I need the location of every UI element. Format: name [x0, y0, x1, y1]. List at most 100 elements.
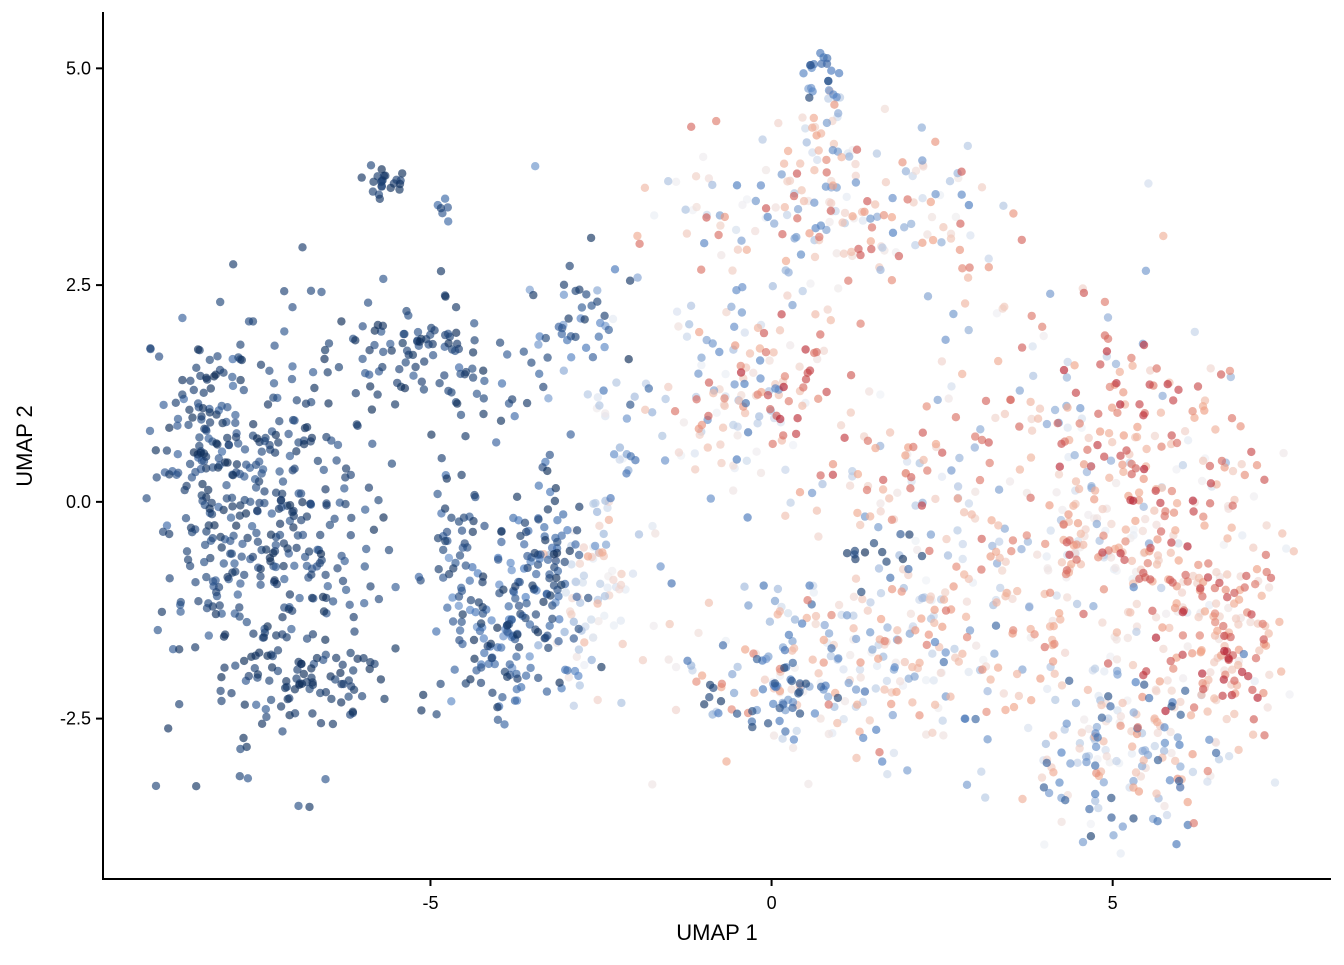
- scatter-point: [336, 668, 345, 678]
- scatter-point: [270, 341, 279, 350]
- scatter-point: [1009, 209, 1018, 218]
- scatter-point: [550, 496, 560, 506]
- scatter-point: [822, 387, 831, 397]
- scatter-point: [468, 373, 478, 382]
- scatter-point: [198, 404, 208, 413]
- scatter-point: [615, 455, 624, 464]
- scatter-point: [281, 683, 290, 693]
- scatter-point: [939, 595, 949, 604]
- scatter-point: [1062, 566, 1072, 575]
- scatter-point: [863, 197, 872, 206]
- scatter-point: [700, 700, 709, 709]
- scatter-point: [262, 712, 271, 722]
- scatter-point: [494, 555, 503, 564]
- scatter-point: [570, 666, 580, 676]
- scatter-point: [191, 467, 200, 477]
- scatter-point: [600, 592, 610, 601]
- scatter-point: [248, 317, 258, 326]
- scatter-point: [1203, 707, 1212, 716]
- scatter-point: [1146, 575, 1155, 584]
- scatter-point: [1027, 426, 1037, 435]
- scatter-point: [305, 802, 314, 812]
- scatter-point: [737, 308, 747, 317]
- scatter-point: [1128, 361, 1137, 370]
- scatter-point: [600, 342, 609, 352]
- scatter-point: [1156, 498, 1165, 508]
- scatter-point: [866, 512, 875, 521]
- scatter-point: [486, 639, 496, 648]
- scatter-point: [825, 217, 834, 227]
- scatter-point: [219, 368, 228, 377]
- scatter-point: [943, 551, 953, 560]
- scatter-point: [846, 650, 855, 660]
- scatter-point: [665, 619, 674, 629]
- scatter-point: [205, 355, 214, 365]
- scatter-point: [834, 654, 843, 663]
- scatter-point: [552, 548, 562, 558]
- scatter-point: [479, 394, 488, 403]
- scatter-point: [986, 675, 995, 684]
- scatter-point: [1132, 599, 1142, 609]
- scatter-point: [748, 722, 757, 732]
- scatter-point: [1148, 606, 1157, 615]
- scatter-point: [816, 330, 825, 339]
- scatter-point: [686, 301, 696, 310]
- scatter-point: [1213, 626, 1222, 635]
- scatter-point: [856, 250, 865, 260]
- scatter-point: [261, 705, 270, 714]
- scatter-point: [681, 205, 690, 214]
- scatter-point: [1052, 488, 1061, 497]
- scatter-point: [560, 557, 569, 567]
- scatter-point: [224, 440, 234, 450]
- scatter-point: [1177, 588, 1187, 597]
- scatter-point: [1156, 408, 1166, 417]
- scatter-point: [1146, 543, 1155, 553]
- scatter-point: [368, 187, 378, 196]
- scatter-point: [828, 146, 837, 155]
- scatter-point: [911, 536, 920, 546]
- scatter-point: [1153, 728, 1163, 738]
- scatter-point: [593, 599, 602, 608]
- scatter-point: [535, 369, 544, 378]
- scatter-point: [231, 418, 240, 428]
- scatter-point: [716, 221, 725, 230]
- scatter-point: [593, 297, 602, 306]
- scatter-point: [958, 369, 967, 379]
- scatter-point: [951, 212, 961, 222]
- scatter-point: [991, 413, 1000, 423]
- scatter-point: [1170, 603, 1180, 613]
- scatter-point: [999, 201, 1008, 210]
- scatter-point: [1127, 353, 1136, 363]
- y-axis-title: UMAP 2: [12, 405, 37, 487]
- scatter-point: [892, 687, 901, 697]
- scatter-point: [229, 531, 238, 540]
- scatter-point: [239, 656, 249, 666]
- scatter-point: [1150, 741, 1160, 751]
- scatter-point: [840, 208, 850, 218]
- scatter-point: [289, 511, 298, 521]
- scatter-point: [1260, 731, 1269, 740]
- scatter-point: [1166, 727, 1175, 737]
- scatter-point: [755, 344, 765, 353]
- scatter-point: [1183, 436, 1193, 445]
- scatter-point: [411, 362, 420, 372]
- scatter-point: [875, 748, 884, 757]
- scatter-point: [1230, 588, 1239, 598]
- scatter-point: [722, 757, 731, 766]
- scatter-point: [715, 347, 724, 357]
- scatter-point: [961, 612, 971, 621]
- scatter-point: [827, 199, 836, 208]
- scatter-point: [807, 488, 817, 498]
- scatter-point: [946, 692, 955, 701]
- scatter-point: [797, 186, 806, 195]
- scatter-point: [956, 219, 965, 228]
- scatter-point: [457, 470, 466, 480]
- scatter-point: [856, 658, 865, 667]
- scatter-point: [1161, 609, 1171, 618]
- scatter-point: [823, 305, 832, 314]
- scatter-point: [454, 363, 464, 372]
- scatter-point: [898, 158, 907, 167]
- scatter-point: [1188, 750, 1197, 759]
- scatter-point: [543, 505, 553, 514]
- scatter-point: [564, 673, 573, 682]
